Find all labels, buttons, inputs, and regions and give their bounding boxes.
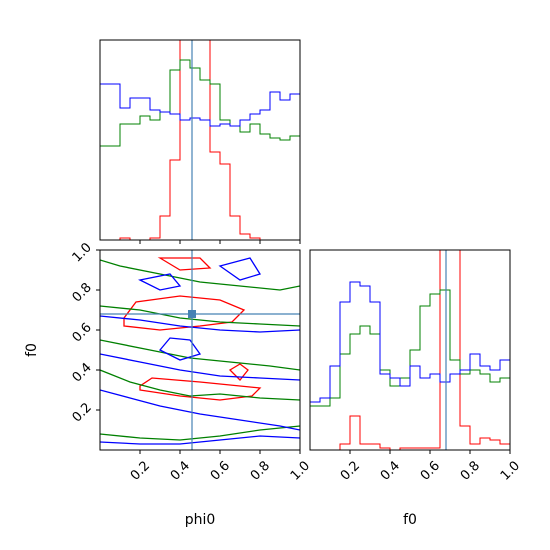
phi0-marginal-red-series — [100, 40, 300, 240]
f0-marginal-panel: 0.2 0.4 0.6 0.8 1.0 — [309, 249, 523, 484]
x-axis-label-phi0: phi0 — [185, 512, 216, 528]
joint-contour-blue — [100, 389, 300, 431]
joint-contour-blue — [100, 315, 300, 333]
phi0-marginal-green-series — [100, 59, 300, 240]
joint-contour-green — [100, 425, 300, 441]
joint-frame — [99, 249, 301, 451]
joint-ytick-label: 0.8 — [70, 280, 95, 305]
joint-contour-green — [100, 259, 300, 291]
phi0-marginal-blue-series — [100, 83, 300, 240]
joint-contour-red — [139, 377, 262, 401]
joint-contour-blue — [100, 353, 300, 381]
joint-ytick-label: 0.2 — [70, 400, 95, 425]
f0-marginal-xtick-label: 0.4 — [378, 458, 403, 483]
phi0-f0-joint-panel: 0.2 0.4 0.6 0.8 1.0 0.2 0.4 0.6 0.8 1.0 — [70, 240, 313, 483]
axis-labels: phi0 f0 f0 — [24, 343, 417, 528]
joint-xtick-label: 1.0 — [288, 458, 313, 483]
phi0-marginal-frame — [99, 39, 301, 241]
joint-contour-blue — [218, 257, 262, 281]
f0-marginal-frame — [309, 249, 511, 451]
f0-marginal-xtick-label: 0.6 — [418, 458, 443, 483]
joint-contour-green — [100, 339, 300, 371]
joint-xtick-label: 0.2 — [128, 458, 153, 483]
f0-marginal-green-series — [310, 289, 510, 450]
joint-contour-blue — [158, 337, 202, 361]
joint-contour-blue — [100, 435, 300, 445]
joint-contour-blue — [138, 273, 182, 291]
f0-marginal-xtick-label: 1.0 — [498, 458, 523, 483]
f0-marginal-xtick-label: 0.8 — [458, 458, 483, 483]
joint-xtick-label: 0.4 — [168, 458, 193, 483]
joint-ytick-label: 0.6 — [70, 320, 95, 345]
joint-contour-green — [100, 305, 300, 327]
f0-marginal-red-series — [310, 250, 510, 450]
phi0-marginal-panel — [99, 39, 301, 244]
joint-truth-marker — [188, 310, 196, 318]
f0-marginal-xtick-label: 0.2 — [338, 458, 363, 483]
f0-marginal-blue-series — [310, 281, 510, 450]
joint-contour-red — [157, 257, 212, 271]
joint-xtick-label: 0.8 — [248, 458, 273, 483]
x-axis-label-f0: f0 — [403, 512, 417, 528]
joint-ytick-label: 0.4 — [70, 360, 95, 385]
y-axis-label-f0: f0 — [24, 343, 40, 357]
joint-ytick-label: 1.0 — [70, 240, 95, 265]
joint-xtick-label: 0.6 — [208, 458, 233, 483]
joint-contour-green — [100, 369, 300, 401]
joint-contour-red — [123, 295, 246, 331]
